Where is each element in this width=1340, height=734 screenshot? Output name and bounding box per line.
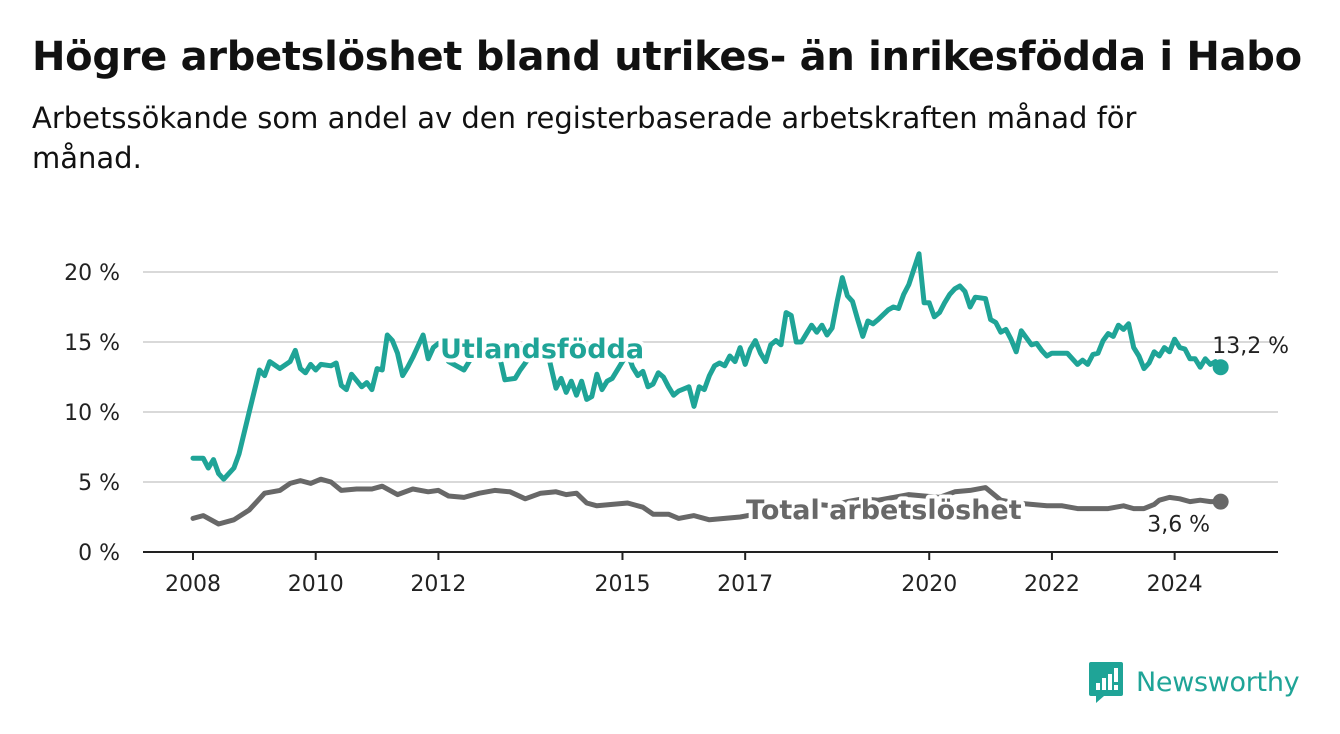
series-end-marker <box>1212 493 1229 510</box>
total-arbetsloshet-end-label: 3,6 % <box>1147 513 1210 538</box>
utlandsfodda-series-label: Utlandsfödda <box>440 334 644 365</box>
y-tick-label: 20 % <box>64 261 120 286</box>
series-lines <box>190 251 1229 527</box>
y-tick-label: 5 % <box>78 471 120 496</box>
utlandsfodda-end-label: 13,2 % <box>1212 334 1289 359</box>
y-tick-label: 0 % <box>78 541 120 566</box>
newsworthy-logo-icon <box>1089 662 1123 703</box>
x-tick-label: 2010 <box>288 572 344 597</box>
y-tick-label: 10 % <box>64 401 120 426</box>
x-tick-label: 2012 <box>410 572 466 597</box>
chart-subtitle: Arbetssökande som andel av den registerb… <box>32 101 1137 175</box>
series-labels: Utlandsfödda 13,2 % Total arbetslöshet 3,6 … <box>436 330 1289 538</box>
x-tick-label: 2015 <box>594 572 650 597</box>
chart-title: Högre arbetslöshet bland utrikes- än inr… <box>32 34 1302 80</box>
x-tick-label: 2024 <box>1147 572 1203 597</box>
brand-name: Newsworthy <box>1136 666 1300 698</box>
newsworthy-brand[interactable]: Newsworthy <box>1088 660 1300 704</box>
x-axis: 2008 2010 2012 2015 2017 2020 2022 2024 <box>143 551 1278 597</box>
total-arbetsloshet-series-label: Total arbetslöshet <box>746 495 1022 526</box>
series-end-marker <box>1212 359 1229 376</box>
x-tick-label: 2008 <box>165 572 221 597</box>
x-tick-label: 2022 <box>1024 572 1080 597</box>
total-arbetsloshet-line <box>190 476 1224 527</box>
x-tick-label: 2020 <box>901 572 957 597</box>
y-axis-tick-labels: 0 % 5 % 10 % 15 % 20 % <box>64 261 120 566</box>
x-tick-label: 2017 <box>717 572 773 597</box>
y-tick-label: 15 % <box>64 331 120 356</box>
utlandsfodda-line <box>190 251 1224 482</box>
